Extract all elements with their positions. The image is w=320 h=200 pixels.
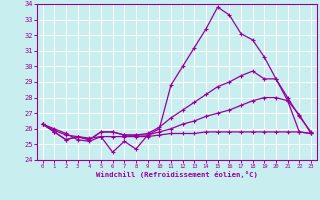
X-axis label: Windchill (Refroidissement éolien,°C): Windchill (Refroidissement éolien,°C) xyxy=(96,171,258,178)
